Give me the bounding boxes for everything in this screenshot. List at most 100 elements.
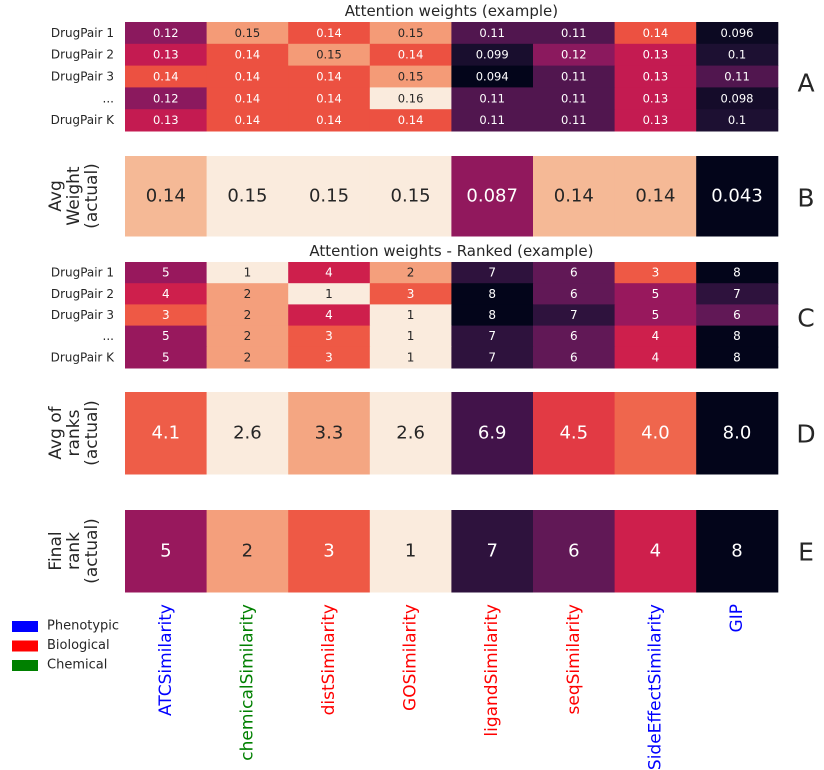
x-tick-label: ATCSimilarity — [156, 604, 176, 716]
cell-value: 0.15 — [227, 186, 267, 207]
heatmap-cell — [125, 325, 208, 348]
cell-value: 5 — [162, 266, 170, 280]
heatmap-cell — [206, 87, 289, 110]
heatmap-cell — [696, 65, 779, 88]
heatmap-cell — [288, 262, 371, 284]
cell-value: 3 — [162, 308, 170, 322]
cell-value: 2 — [244, 308, 252, 322]
legend-label: Chemical — [47, 658, 107, 673]
heatmap-cell — [125, 87, 208, 110]
heatmap-cell — [288, 156, 371, 237]
cell-value: 8 — [488, 308, 496, 322]
heatmap-cell — [451, 22, 534, 45]
x-tick-label: GIP — [727, 604, 747, 632]
heatmap-cell — [533, 262, 616, 284]
cell-value: 0.14 — [554, 186, 594, 207]
cell-value: 0.043 — [711, 186, 763, 207]
row-label: DrugPair 2 — [51, 287, 114, 301]
heatmap-cell — [696, 22, 779, 45]
cell-value: 6 — [570, 329, 578, 343]
cell-value: 0.11 — [479, 91, 505, 105]
cell-value: 0.094 — [476, 70, 509, 84]
cell-value: 4 — [652, 350, 660, 364]
heatmap-cell — [696, 283, 779, 305]
panel-ylabel-line: Weight — [64, 166, 84, 226]
heatmap-cell — [125, 346, 208, 369]
heatmap-cell — [369, 22, 452, 45]
cell-value: 0.14 — [398, 48, 424, 62]
cell-value: 8 — [488, 287, 496, 301]
heatmap-cell — [369, 262, 452, 284]
cell-value: 4 — [652, 329, 660, 343]
cell-value: 4.5 — [559, 423, 588, 444]
heatmap-cell — [125, 156, 208, 237]
cell-value: 0.12 — [561, 48, 587, 62]
heatmap-cell — [696, 304, 779, 327]
cell-value: 7 — [570, 308, 578, 322]
heatmap-cell — [125, 43, 208, 67]
heatmap-cell — [369, 392, 452, 475]
cell-value: 5 — [160, 541, 171, 562]
cell-value: 6 — [570, 350, 578, 364]
cell-value: 0.11 — [561, 91, 587, 105]
panel-title: Attention weights - Ranked (example) — [309, 242, 593, 260]
cell-value: 6 — [570, 266, 578, 280]
heatmap-cell — [369, 283, 452, 305]
heatmap-cell — [614, 346, 697, 369]
legend-swatch — [12, 621, 38, 632]
cell-value: 0.14 — [235, 70, 261, 84]
cell-value: 1 — [407, 350, 415, 364]
row-label: ... — [103, 329, 114, 343]
heatmap-cell — [533, 87, 616, 110]
cell-value: 3 — [323, 541, 334, 562]
heatmap-cell — [533, 22, 616, 45]
cell-value: 0.11 — [561, 70, 587, 84]
heatmap-cell — [369, 325, 452, 348]
cell-value: 4.1 — [151, 423, 180, 444]
cell-value: 0.14 — [146, 186, 186, 207]
heatmap-cell — [206, 156, 289, 237]
heatmap-cell — [125, 65, 208, 88]
panel-ylabel-line: (actual) — [82, 163, 102, 229]
row-label: DrugPair 1 — [51, 26, 114, 40]
heatmap-cell — [125, 510, 208, 593]
heatmap-cell — [288, 346, 371, 369]
cell-value: 0.15 — [398, 26, 424, 40]
heatmap-cell — [288, 43, 371, 67]
heatmap-cell — [614, 65, 697, 88]
cell-value: 6 — [568, 541, 579, 562]
cell-value: 0.12 — [153, 26, 179, 40]
cell-value: 8.0 — [723, 423, 752, 444]
cell-value: 4.0 — [641, 423, 670, 444]
legend-swatch — [12, 660, 38, 671]
panel-letter: E — [798, 538, 814, 567]
heatmap-cell — [614, 304, 697, 327]
cell-value: 0.14 — [235, 91, 261, 105]
cell-value: 2 — [407, 266, 415, 280]
heatmap-cell — [369, 65, 452, 88]
heatmap-cell — [533, 43, 616, 67]
panel-letter: D — [796, 420, 815, 449]
cell-value: 0.087 — [466, 186, 518, 207]
heatmap-cell — [288, 109, 371, 132]
cell-value: 0.099 — [476, 48, 509, 62]
cell-value: 4 — [325, 266, 333, 280]
cell-value: 0.14 — [398, 113, 424, 127]
heatmap-cell — [206, 283, 289, 305]
cell-value: 0.13 — [153, 48, 179, 62]
cell-value: 0.14 — [643, 26, 669, 40]
x-tick-label: SideEffectSimilarity — [645, 604, 665, 770]
cell-value: 0.14 — [316, 26, 342, 40]
x-axis-labels: ATCSimilarity chemicalSimilarity distSimil… — [156, 604, 747, 770]
cell-value: 1 — [405, 541, 416, 562]
heatmap-cell — [451, 325, 534, 348]
heatmap-cell — [288, 283, 371, 305]
cell-value: 0.11 — [561, 26, 587, 40]
legend: Phenotypic Biological Chemical — [12, 619, 119, 673]
panel-title: Attention weights (example) — [345, 2, 558, 20]
heatmap-cell — [614, 43, 697, 67]
cell-value: 8 — [733, 350, 741, 364]
heatmap-cell — [206, 65, 289, 88]
cell-value: 0.13 — [643, 70, 669, 84]
